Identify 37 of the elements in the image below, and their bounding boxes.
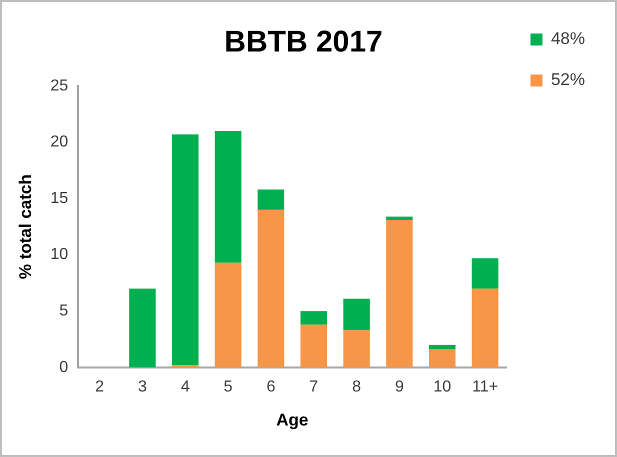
y-tick-label: 5 xyxy=(59,302,68,320)
y-axis-title: % total catch xyxy=(16,174,35,280)
bar xyxy=(386,220,413,368)
bar xyxy=(300,311,328,325)
x-tick-label: 9 xyxy=(394,378,404,396)
bar xyxy=(386,216,413,220)
bar xyxy=(172,134,199,366)
x-tick-label: 11+ xyxy=(472,378,498,396)
bar xyxy=(343,330,370,368)
bar xyxy=(428,349,456,368)
y-tick-label: 15 xyxy=(50,190,68,207)
bar xyxy=(258,210,284,368)
chart-title: BBTB 2017 xyxy=(224,25,383,58)
bar xyxy=(214,262,242,368)
bar xyxy=(129,288,156,368)
bar xyxy=(300,324,328,368)
bar xyxy=(472,288,498,368)
legend-label: 52% xyxy=(550,70,586,90)
x-tick-label: 8 xyxy=(352,378,362,396)
x-axis-title: Age xyxy=(276,410,308,430)
x-tick-label: 7 xyxy=(309,378,318,396)
bar xyxy=(428,344,456,350)
x-tick-label: 10 xyxy=(433,378,452,396)
bar xyxy=(472,258,498,289)
bar xyxy=(214,131,242,263)
x-tick-label: 5 xyxy=(224,378,233,396)
y-tick-label: 10 xyxy=(50,246,68,264)
x-tick-label: 4 xyxy=(180,378,190,396)
legend-label: 48% xyxy=(550,29,586,48)
y-tick-label: 25 xyxy=(50,77,68,94)
x-tick-label: 2 xyxy=(95,378,104,396)
x-tick-label: 6 xyxy=(266,378,276,396)
y-tick-label: 0 xyxy=(59,358,68,376)
bar xyxy=(258,190,284,210)
bar xyxy=(343,298,370,330)
y-tick-label: 20 xyxy=(50,134,68,151)
x-tick-label: 3 xyxy=(138,378,147,396)
